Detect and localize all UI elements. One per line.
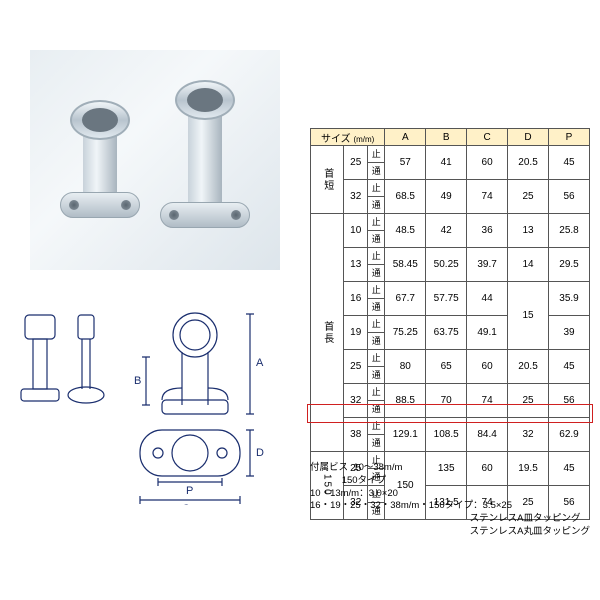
dim-label-A: A [256, 357, 264, 369]
diagram-svg: A B P C D [20, 305, 300, 505]
group-label-short: 首短 [311, 146, 344, 214]
group-label-long: 首長 [311, 214, 344, 452]
table-row: 38止 129.1108.584.43262.9 [311, 418, 590, 435]
dim-label-B: B [134, 375, 141, 387]
table-row: 首長 10止 48.542361325.8 [311, 214, 590, 231]
bracket-long [160, 80, 250, 240]
header-size: サイズ (m/m) [311, 129, 385, 146]
notes-area: 付属ビス 10～38m/m 150タイプ 10・13m/m：3.0×20 16・… [310, 462, 590, 539]
header-B: B [426, 129, 467, 146]
table-header-row: サイズ (m/m) A B C D P [311, 129, 590, 146]
table-row: 16止 67.757.75441535.9 [311, 282, 590, 299]
table-row: 32止 88.570742556 [311, 384, 590, 401]
dim-label-D: D [256, 447, 264, 459]
table-row: 13止 58.4550.2539.71429.5 [311, 248, 590, 265]
notes-left: 付属ビス 10～38m/m 150タイプ 10・13m/m：3.0×20 16・… [310, 462, 512, 513]
dim-label-C: C [182, 503, 190, 505]
table-row: 32 止 68.549742556 [311, 180, 590, 197]
table-row: 19止 75.2563.7549.139 [311, 316, 590, 333]
product-photo [30, 50, 280, 270]
header-A: A [385, 129, 426, 146]
dim-label-P: P [186, 485, 193, 497]
spec-table-area: サイズ (m/m) A B C D P 首短 25 止 57 41 60 20.… [310, 128, 590, 458]
header-P: P [549, 129, 590, 146]
technical-diagrams: A B P C D [20, 305, 300, 505]
notes-right: ステンレスA皿タッピング ステンレスA丸皿タッピング [470, 513, 590, 539]
header-C: C [467, 129, 508, 146]
header-D: D [508, 129, 549, 146]
bracket-short [60, 100, 140, 230]
table-row: 25止 80656020.545 [311, 350, 590, 367]
table-row: 首短 25 止 57 41 60 20.5 45 [311, 146, 590, 163]
